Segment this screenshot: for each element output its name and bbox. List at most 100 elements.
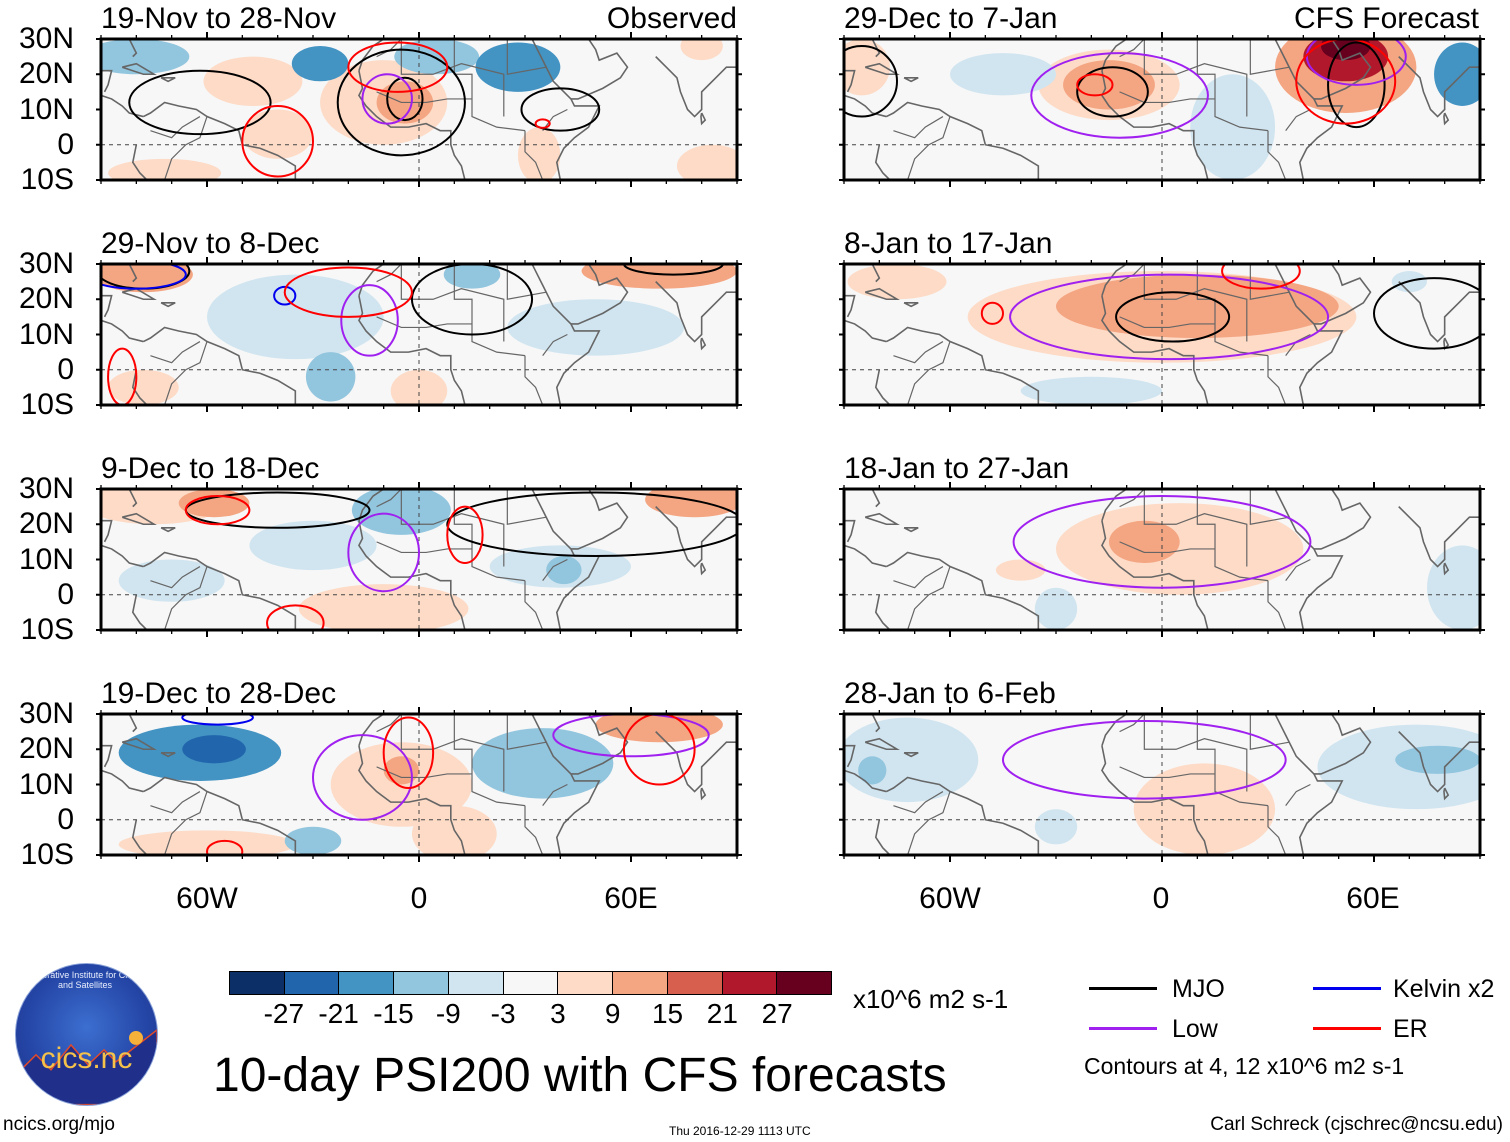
y-tick-label: 30N xyxy=(18,697,74,730)
coastline xyxy=(886,776,1040,855)
y-tick-label: 0 xyxy=(57,802,74,836)
contour-er xyxy=(446,505,484,565)
panel-title: 29-Nov to 8-Dec xyxy=(101,227,320,260)
contour-er xyxy=(184,495,251,526)
contour-mjo xyxy=(446,491,737,557)
country-border xyxy=(376,714,402,733)
country-border xyxy=(1119,489,1145,508)
contour-mjo xyxy=(410,264,534,336)
colorbar xyxy=(229,971,832,995)
legend-label-er: ER xyxy=(1393,1015,1428,1043)
panel-title: 28-Jan to 6-Feb xyxy=(844,677,1056,710)
country-border xyxy=(150,566,201,589)
contour-low xyxy=(312,734,413,821)
country-border xyxy=(524,355,544,405)
country-border xyxy=(376,541,472,554)
contour-er xyxy=(622,714,696,786)
country-border xyxy=(1267,130,1287,180)
country-border xyxy=(1119,316,1215,329)
positive-anomaly-region xyxy=(680,39,723,61)
country-border xyxy=(542,333,568,357)
coastline xyxy=(101,294,113,318)
panel-title: 18-Jan to 27-Jan xyxy=(844,452,1070,485)
positive-anomaly-region xyxy=(995,559,1046,581)
coastline xyxy=(844,744,856,768)
coastline xyxy=(864,512,900,526)
country-border xyxy=(506,264,547,300)
coastline xyxy=(101,69,113,93)
coastline xyxy=(844,769,887,793)
negative-anomaly-region xyxy=(1427,545,1480,630)
country-border xyxy=(164,116,208,180)
contour-kelvin-x2 xyxy=(181,714,254,726)
country-border xyxy=(1119,39,1145,58)
colorbar-cell xyxy=(448,972,504,994)
colorbar-cell xyxy=(722,972,778,994)
negative-anomaly-region xyxy=(443,264,501,289)
country-border xyxy=(1196,489,1269,582)
positive-anomaly-region xyxy=(595,714,723,743)
country-border xyxy=(893,116,944,139)
contour-er xyxy=(283,266,413,318)
x-tick-label-left-60w: 60W xyxy=(176,882,238,915)
coastline xyxy=(844,519,856,543)
coastline xyxy=(1101,295,1209,405)
country-border xyxy=(150,791,201,814)
coastline xyxy=(903,76,919,83)
country-border xyxy=(1143,489,1248,567)
negative-anomaly-region xyxy=(1020,376,1162,405)
country-border xyxy=(506,39,547,75)
coastline xyxy=(864,287,900,301)
cics-logo: Cooperative Institute for Climate and Sa… xyxy=(15,963,158,1106)
positive-anomaly-region xyxy=(1056,503,1304,595)
colorbar-cell xyxy=(613,972,668,994)
y-tick-label: 10S xyxy=(20,838,74,871)
country-border xyxy=(1119,541,1215,554)
coastline xyxy=(1101,520,1209,630)
coastline xyxy=(131,144,148,180)
coastline xyxy=(101,544,144,568)
colorbar-cell xyxy=(667,972,723,994)
coastline xyxy=(143,326,297,405)
coastline xyxy=(128,39,138,58)
footer-url[interactable]: ncics.org/mjo xyxy=(3,1114,115,1135)
colorbar-units: x10^6 m2 s-1 xyxy=(853,984,1009,1014)
negative-anomaly-region xyxy=(118,559,225,602)
country-border xyxy=(893,566,944,589)
chart-title: 10-day PSI200 with CFS forecasts xyxy=(213,1049,947,1102)
legend-swatch-low xyxy=(1089,1027,1157,1030)
coastline xyxy=(844,69,856,93)
contour-mjo xyxy=(1327,41,1386,129)
positive-anomaly-region xyxy=(847,264,947,300)
coastline xyxy=(1101,745,1209,855)
map-panel xyxy=(96,32,742,187)
country-border xyxy=(542,558,568,582)
coastline xyxy=(160,751,176,758)
coastline xyxy=(874,594,891,630)
positive-anomaly-region xyxy=(298,584,469,630)
coastline xyxy=(874,819,891,855)
country-border xyxy=(376,316,472,329)
y-tick-label: 10N xyxy=(18,92,74,126)
country-border xyxy=(1119,714,1145,733)
panel-title: 19-Dec to 28-Dec xyxy=(101,677,337,710)
negative-anomaly-region xyxy=(394,39,480,75)
coastline xyxy=(903,301,919,308)
legend-swatch-er xyxy=(1313,1027,1381,1030)
coastline xyxy=(160,301,176,308)
map-panel xyxy=(839,32,1485,187)
coastline xyxy=(101,744,113,768)
coastline xyxy=(700,562,707,576)
positive-anomaly-region xyxy=(108,158,222,180)
logo-brand: cics.nc xyxy=(40,1042,133,1075)
coastline xyxy=(131,819,148,855)
y-tick-label: 30N xyxy=(18,472,74,505)
y-tick-label: 10S xyxy=(20,613,74,646)
coastline xyxy=(871,714,881,733)
coastline xyxy=(358,745,466,855)
coastline xyxy=(864,737,900,751)
coastline xyxy=(655,506,737,568)
coastline xyxy=(1313,264,1372,325)
negative-anomaly-region xyxy=(507,299,684,356)
negative-anomaly-region xyxy=(207,274,384,360)
